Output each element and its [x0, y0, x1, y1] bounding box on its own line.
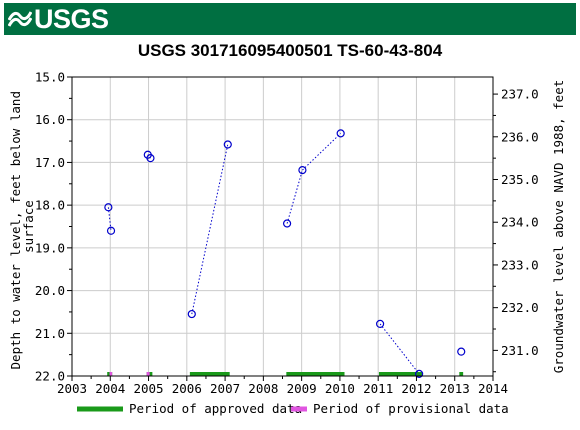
series-line-segment: [379, 323, 420, 375]
right-tick-label: 236.0: [501, 129, 539, 144]
approved-period-bar: [286, 372, 345, 376]
series-line-segment: [191, 144, 229, 315]
data-point: [375, 319, 385, 328]
provisional-period-bar: [146, 372, 150, 376]
data-point: [146, 154, 155, 163]
x-tick-label: 2013: [440, 381, 470, 396]
right-tick-label: 233.0: [501, 257, 539, 272]
x-tick-label: 2014: [478, 381, 508, 396]
left-tick-label: 16.0: [35, 112, 65, 127]
left-tick-label: 22.0: [35, 369, 65, 384]
x-tick-label: 2003: [57, 381, 87, 396]
left-tick-label: 17.0: [35, 155, 65, 170]
y-axis-label-left: Depth to water level, feet below land su…: [8, 84, 36, 370]
x-tick-label: 2010: [325, 381, 355, 396]
data-point: [282, 219, 292, 228]
right-tick-label: 232.0: [501, 300, 539, 315]
data-point: [104, 203, 113, 212]
x-tick-label: 2009: [287, 381, 317, 396]
right-tick-label: 231.0: [501, 343, 539, 358]
left-tick-label: 19.0: [35, 240, 65, 255]
data-point: [415, 369, 424, 378]
series-line-segment: [302, 133, 342, 171]
banner-bar: [4, 3, 576, 35]
x-tick-label: 2006: [172, 381, 202, 396]
usgs-banner: USGS: [0, 0, 580, 40]
right-tick-label: 235.0: [501, 172, 539, 187]
data-point: [336, 129, 345, 138]
usgs-logo-text: USGS: [34, 3, 109, 34]
right-tick-label: 237.0: [501, 87, 539, 102]
y-axis-label-right: Groundwater level above NAVD 1988, feet: [551, 80, 566, 374]
data-point: [457, 347, 466, 356]
approved-period-bar: [189, 372, 230, 376]
x-tick-label: 2011: [363, 381, 393, 396]
right-tick-label: 234.0: [501, 215, 539, 230]
x-tick-label: 2007: [210, 381, 240, 396]
data-point: [106, 226, 116, 235]
chart-title: USGS 301716095400501 TS-60-43-804: [137, 41, 443, 60]
left-tick-label: 18.0: [35, 198, 65, 213]
x-tick-label: 2012: [401, 381, 431, 396]
y-axis-label-left-line2: surface: [21, 200, 36, 253]
y-axis-label-left-line1: Depth to water level, feet below land: [8, 91, 23, 369]
x-tick-label: 2004: [95, 381, 125, 396]
x-tick-label: 2005: [133, 381, 163, 396]
data-point: [187, 309, 196, 319]
left-tick-label: 21.0: [35, 326, 65, 341]
usgs-logo[interactable]: USGS: [8, 3, 109, 35]
usgs-wave-icon: [8, 11, 32, 27]
legend-provisional-label: Period of provisional data: [313, 401, 509, 416]
x-tick-label: 2008: [248, 381, 278, 396]
left-tick-label: 20.0: [35, 283, 65, 298]
approved-period-bar: [378, 372, 423, 376]
data-point: [298, 166, 307, 175]
left-tick-label: 15.0: [35, 70, 65, 85]
series-line-segment: [286, 169, 303, 224]
plot-frame: [71, 76, 494, 377]
data-point: [223, 140, 232, 149]
legend-approved-label: Period of approved data: [129, 401, 302, 416]
approved-period-bar: [459, 372, 464, 376]
provisional-period-bar: [109, 372, 113, 376]
legend: Period of approved data Period of provis…: [77, 401, 509, 416]
